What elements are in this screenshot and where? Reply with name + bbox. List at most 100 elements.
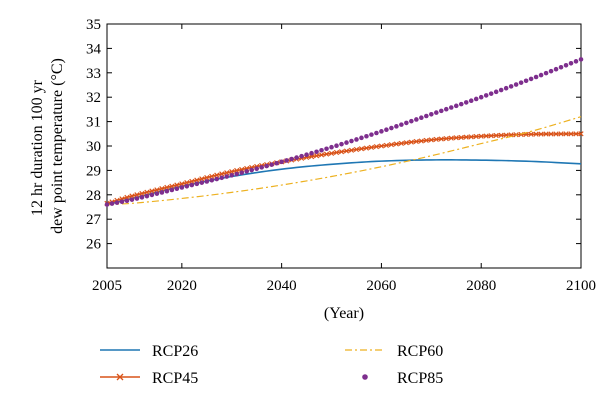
series-point-rcp85	[134, 196, 140, 201]
y-tick-label: 33	[86, 66, 101, 82]
series-point-rcp45	[353, 146, 360, 153]
series-point-rcp45	[558, 131, 564, 137]
series-point-rcp45	[313, 153, 320, 159]
series-point-rcp85	[558, 64, 564, 70]
series-point-rcp45	[199, 176, 205, 182]
series-point-rcp85	[344, 140, 349, 145]
series-point-rcp45	[129, 193, 135, 199]
series-point-rcp85	[438, 108, 444, 114]
series-point-rcp85	[483, 93, 489, 98]
series-point-rcp85	[224, 174, 230, 179]
series-point-rcp45	[154, 187, 160, 193]
series-point-rcp45	[219, 171, 225, 177]
series-point-rcp85	[349, 138, 354, 144]
series-line-rcp26	[106, 159, 582, 206]
series-point-rcp85	[518, 80, 524, 85]
y-tick-label: 29	[86, 163, 101, 179]
series-point-rcp45	[533, 131, 539, 137]
series-point-rcp45	[328, 150, 335, 156]
y-tick-label: 34	[86, 41, 102, 57]
series-point-rcp85	[359, 135, 364, 141]
y-tick-label: 28	[86, 188, 101, 204]
series-point-rcp85	[104, 202, 110, 207]
series-point-rcp85	[169, 187, 175, 193]
series-point-rcp45	[468, 134, 474, 140]
series-point-rcp45	[498, 132, 504, 138]
series-point-rcp45	[458, 134, 464, 141]
series-point-rcp45	[169, 183, 175, 189]
y-axis-title-line-2: dew point temperature (°C)	[49, 58, 66, 234]
series-point-rcp45	[139, 190, 145, 197]
series-point-rcp85	[284, 158, 289, 163]
series-layer	[104, 57, 584, 207]
series-point-rcp45	[483, 133, 489, 139]
legend-label: RCP26	[152, 343, 198, 360]
series-point-rcp85	[199, 180, 205, 185]
series-point-rcp85	[453, 103, 459, 109]
series-point-rcp45	[194, 177, 200, 183]
legend-label: RCP60	[397, 343, 443, 360]
series-point-rcp85	[229, 172, 235, 178]
series-point-rcp85	[513, 82, 519, 87]
series-point-rcp85	[498, 87, 504, 93]
legend-label: RCP85	[397, 370, 443, 387]
series-point-rcp85	[553, 66, 559, 72]
series-point-rcp85	[384, 127, 389, 133]
series-point-rcp85	[319, 147, 324, 153]
series-point-rcp85	[548, 68, 554, 74]
series-point-rcp85	[149, 192, 155, 198]
series-point-rcp45	[363, 145, 370, 151]
series-point-rcp85	[429, 111, 434, 117]
series-point-rcp45	[179, 181, 185, 187]
y-tick-label: 30	[86, 139, 101, 155]
x-tick-label: 2005	[92, 278, 122, 294]
series-point-rcp85	[114, 200, 120, 205]
series-point-rcp85	[314, 149, 319, 155]
series-point-rcp45	[229, 168, 235, 175]
series-point-rcp85	[254, 166, 259, 172]
series-point-rcp85	[289, 156, 294, 162]
series-point-rcp45	[358, 146, 365, 152]
series-point-rcp85	[364, 133, 369, 139]
series-point-rcp85	[249, 167, 254, 173]
series-point-rcp85	[239, 170, 245, 175]
series-point-rcp85	[334, 143, 339, 148]
series-point-rcp85	[443, 106, 449, 112]
series-point-rcp85	[434, 110, 439, 115]
series-point-rcp45	[428, 137, 434, 143]
series-point-rcp45	[189, 178, 195, 184]
series-point-rcp45	[383, 142, 390, 148]
series-point-rcp45	[214, 172, 220, 178]
legend-item-rcp45: RCP45	[100, 370, 198, 387]
series-point-rcp85	[154, 191, 160, 196]
series-point-rcp85	[419, 115, 424, 121]
series-point-rcp85	[279, 159, 284, 165]
series-point-rcp85	[399, 122, 404, 127]
series-point-rcp45	[224, 170, 230, 176]
plot-frame	[106, 23, 582, 269]
series-point-rcp85	[124, 198, 130, 204]
series-point-rcp45	[368, 144, 375, 150]
series-point-rcp45	[473, 133, 479, 140]
series-point-rcp45	[408, 139, 414, 145]
x-axis-title: (Year)	[324, 305, 364, 322]
series-point-rcp45	[418, 138, 424, 144]
series-line-rcp45	[106, 133, 582, 205]
series-point-rcp45	[453, 135, 459, 141]
series-rcp26	[106, 159, 582, 206]
y-tick-label: 31	[86, 115, 101, 131]
series-point-rcp85	[259, 165, 264, 170]
series-point-rcp45	[538, 131, 544, 137]
legend-swatch-marker	[116, 373, 124, 381]
series-point-rcp85	[189, 182, 195, 188]
series-point-rcp85	[533, 74, 539, 80]
series-point-rcp45	[528, 131, 534, 137]
series-point-rcp85	[369, 132, 374, 137]
series-point-rcp45	[149, 188, 155, 194]
series-point-rcp85	[488, 91, 494, 96]
series-point-rcp85	[478, 94, 484, 100]
legend-item-rcp85: RCP85	[362, 370, 443, 387]
series-point-rcp85	[543, 70, 549, 76]
series-point-rcp85	[424, 113, 429, 119]
series-point-rcp85	[214, 176, 220, 182]
